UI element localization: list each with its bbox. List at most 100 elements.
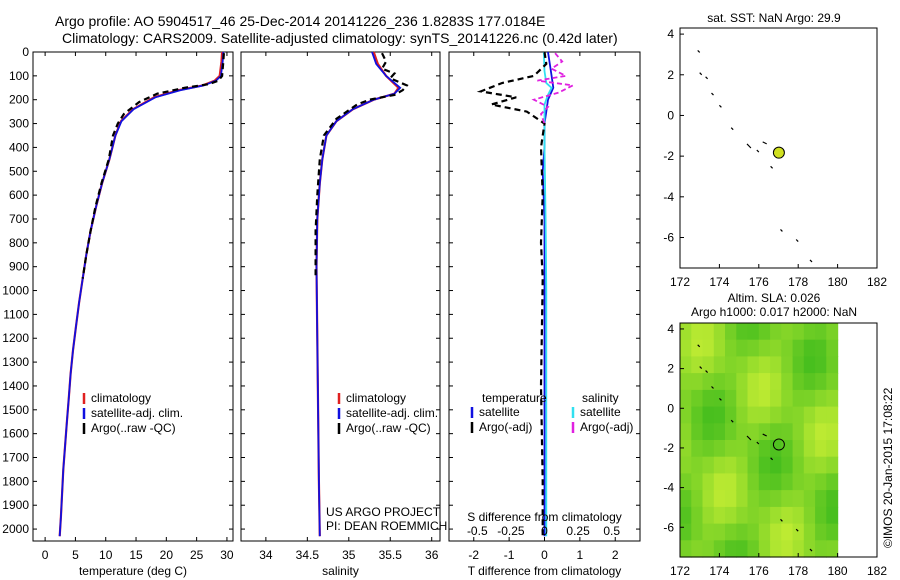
sla-field-cell bbox=[747, 373, 760, 391]
temperature-legend-label: Argo(..raw -QC) bbox=[91, 421, 176, 435]
sla-field-cell bbox=[747, 506, 760, 525]
sla-field-cell bbox=[792, 440, 805, 458]
depth-tick-label: 2000 bbox=[2, 522, 29, 536]
sla-field-cell bbox=[815, 423, 827, 441]
difference-top-tick-label: 0.25 bbox=[566, 524, 590, 538]
sla-field-cell bbox=[792, 490, 805, 508]
difference-xtick-label: 1 bbox=[577, 548, 584, 562]
difference-legend-label: Argo(-adj) bbox=[479, 420, 532, 434]
sla-field-cell bbox=[758, 356, 771, 374]
sla-map-title-line-1: Altim. SLA: 0.026 bbox=[728, 291, 821, 305]
sla-field-cell bbox=[781, 356, 794, 374]
sla-field-cell bbox=[725, 373, 737, 391]
title-line-2: Climatology: CARS2009. Satellite-adjuste… bbox=[62, 30, 618, 46]
sla-field-cell bbox=[702, 540, 715, 558]
sla-field-cell bbox=[770, 339, 782, 357]
sla-field-cell bbox=[713, 456, 726, 474]
temperature-xlabel: temperature (deg C) bbox=[79, 564, 187, 578]
sla_map-ytick-label: 2 bbox=[667, 362, 674, 376]
sla_map-xtick-label: 174 bbox=[709, 564, 729, 578]
sla-field-cell bbox=[758, 373, 771, 391]
temperature-xtick-label: 15 bbox=[129, 548, 143, 562]
depth-tick-label: 200 bbox=[9, 93, 29, 107]
salinity-legend-label: Argo(..raw -QC) bbox=[346, 421, 431, 435]
depth-tick-label: 1500 bbox=[2, 403, 29, 417]
sst_map-ytick-label: -4 bbox=[663, 190, 674, 204]
difference-legend-label: Argo(-adj) bbox=[580, 420, 633, 434]
sla-field-cell bbox=[815, 490, 827, 508]
sla-field-cell bbox=[691, 356, 704, 374]
sla-field-cell bbox=[770, 473, 782, 491]
sla-field-cell bbox=[691, 540, 704, 558]
depth-tick-label: 1200 bbox=[2, 331, 29, 345]
sst_map-xtick-label: 182 bbox=[867, 275, 887, 289]
sla-field-cell bbox=[758, 389, 771, 408]
temperature-xtick-label: 30 bbox=[220, 548, 234, 562]
sla-field-cell bbox=[736, 456, 749, 474]
sla-field-cell bbox=[781, 523, 794, 541]
sla-field-cell bbox=[725, 423, 737, 441]
sla-field-cell bbox=[826, 373, 839, 391]
sla-field-cell bbox=[826, 540, 839, 558]
temperature-xtick-label: 20 bbox=[160, 548, 174, 562]
sla-field-cell bbox=[736, 373, 749, 391]
island-coastline bbox=[770, 165, 774, 169]
sla-field-cell bbox=[680, 356, 692, 374]
temperature-xtick-label: 5 bbox=[72, 548, 79, 562]
island-coastline bbox=[697, 49, 701, 53]
difference-legend-label: satellite bbox=[479, 405, 520, 419]
sla_map-ytick-label: -2 bbox=[663, 441, 674, 455]
sla-field-cell bbox=[736, 490, 749, 508]
sla-field-cell bbox=[758, 339, 771, 357]
sla-field-cell bbox=[781, 373, 794, 391]
sla-field-cell bbox=[702, 389, 715, 408]
sla-field-cell bbox=[702, 423, 715, 441]
depth-tick-label: 100 bbox=[9, 69, 29, 83]
island-coastline bbox=[730, 419, 734, 423]
sla-field-cell bbox=[792, 356, 805, 374]
sla-field-cell bbox=[680, 323, 692, 341]
sla-field-cell bbox=[803, 440, 816, 458]
sla-field-cell bbox=[702, 339, 715, 357]
sla-field-cell bbox=[691, 490, 704, 508]
sla-field-cell bbox=[826, 440, 839, 458]
salinity-xtick-label: 35.5 bbox=[379, 548, 403, 562]
sla-field-cell bbox=[725, 440, 737, 458]
sla_map-ytick-label: -4 bbox=[663, 481, 674, 495]
depth-tick-label: 400 bbox=[9, 140, 29, 154]
sla-field-cell bbox=[691, 440, 704, 458]
sst_map-ytick-label: 4 bbox=[667, 27, 674, 41]
sla_map-ytick-label: 0 bbox=[667, 401, 674, 415]
sla-map-title-line-2: Argo h1000: 0.017 h2000: NaN bbox=[691, 305, 857, 319]
sla-field-cell bbox=[815, 473, 827, 491]
sla-field-cell bbox=[713, 473, 726, 491]
sla-field-cell bbox=[781, 506, 794, 525]
depth-tick-label: 300 bbox=[9, 117, 29, 131]
difference-xlabel: T difference from climatology bbox=[468, 564, 622, 578]
sla-field-cell bbox=[747, 540, 760, 558]
sla-field-cell bbox=[758, 323, 771, 341]
sla-field-cell bbox=[758, 506, 771, 525]
sla-field-cell bbox=[792, 406, 805, 424]
sla_map-ytick-label: 4 bbox=[667, 322, 674, 336]
island-coastline bbox=[697, 344, 701, 348]
sla-field-cell bbox=[758, 456, 771, 474]
sla-field-cell bbox=[792, 540, 805, 558]
sla-field-cell bbox=[803, 339, 816, 357]
sla_map-xtick-label: 178 bbox=[788, 564, 808, 578]
sla_map-xtick-label: 172 bbox=[670, 564, 690, 578]
depth-tick-label: 1800 bbox=[2, 474, 29, 488]
sla-field-cell bbox=[747, 339, 760, 357]
depth-tick-label: 700 bbox=[9, 212, 29, 226]
temperature-legend-label: climatology bbox=[91, 391, 151, 405]
sla-field-cell bbox=[815, 456, 827, 474]
sla-field-cell bbox=[713, 490, 726, 508]
depth-tick-label: 1600 bbox=[2, 427, 29, 441]
sla-field-cell bbox=[702, 373, 715, 391]
sla-field-cell bbox=[758, 490, 771, 508]
sla-field-cell bbox=[725, 356, 737, 374]
sla-field-cell bbox=[747, 490, 760, 508]
sla-field-cell bbox=[803, 389, 816, 408]
depth-tick-label: 1900 bbox=[2, 498, 29, 512]
